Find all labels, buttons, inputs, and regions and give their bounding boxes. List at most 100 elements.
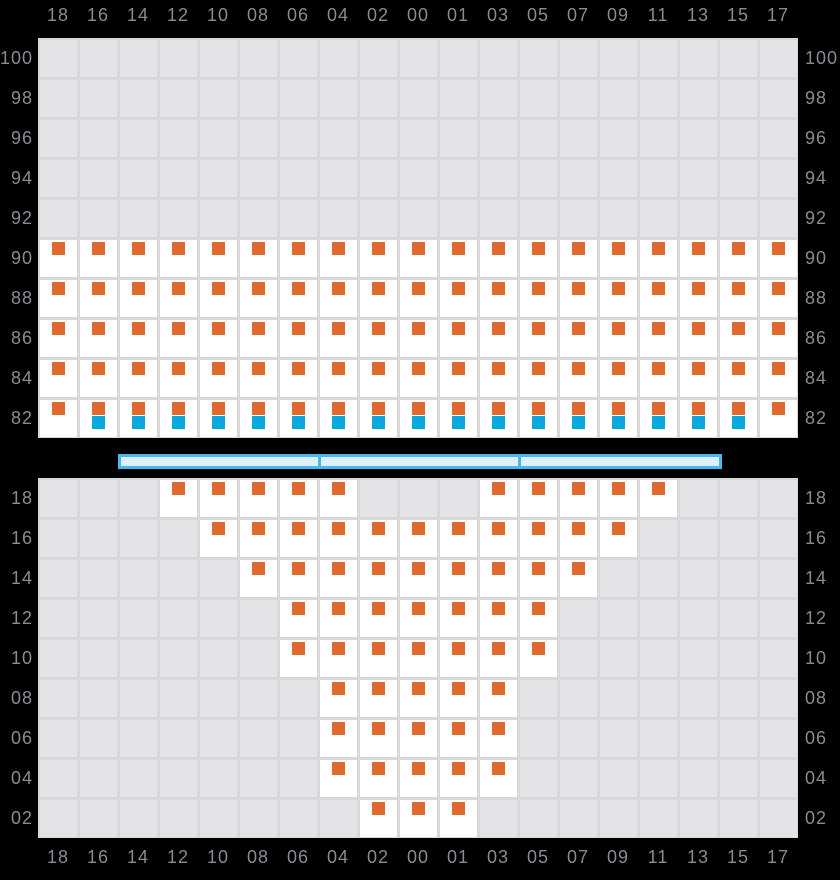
orange-marker — [292, 522, 305, 535]
orange-marker — [412, 682, 425, 695]
empty-cell — [80, 760, 117, 797]
empty-cell — [160, 40, 197, 77]
orange-marker — [652, 322, 665, 335]
bar-segment[interactable] — [521, 457, 719, 466]
orange-marker — [52, 242, 65, 255]
orange-marker — [652, 282, 665, 295]
empty-cell — [560, 680, 597, 717]
orange-marker — [332, 362, 345, 375]
upper-y-axis-left-label: 100 — [0, 48, 34, 68]
empty-cell — [680, 520, 717, 557]
orange-marker — [132, 242, 145, 255]
empty-cell — [280, 160, 317, 197]
orange-marker — [252, 282, 265, 295]
orange-marker — [292, 242, 305, 255]
orange-marker — [332, 402, 345, 415]
top-x-axis-label: 05 — [526, 5, 550, 25]
empty-cell — [200, 560, 237, 597]
empty-cell — [120, 600, 157, 637]
empty-cell — [640, 200, 677, 237]
orange-marker — [332, 642, 345, 655]
empty-cell — [440, 480, 477, 517]
orange-marker — [692, 322, 705, 335]
empty-cell — [680, 160, 717, 197]
empty-cell — [520, 680, 557, 717]
lower-y-axis-right-label: 12 — [805, 608, 828, 628]
orange-marker — [212, 482, 225, 495]
empty-cell — [160, 520, 197, 557]
empty-cell — [200, 120, 237, 157]
orange-marker — [612, 282, 625, 295]
orange-marker — [172, 482, 185, 495]
upper-y-axis-left-label: 90 — [10, 248, 33, 268]
orange-marker — [772, 282, 785, 295]
empty-cell — [40, 600, 77, 637]
empty-cell — [760, 480, 797, 517]
orange-marker — [412, 282, 425, 295]
empty-cell — [120, 760, 157, 797]
orange-marker — [252, 362, 265, 375]
upper-y-axis-left-label: 84 — [10, 368, 33, 388]
top-x-axis-label: 11 — [647, 5, 669, 25]
bar-segment-divider — [318, 457, 321, 466]
upper-y-axis-left-label: 98 — [10, 88, 33, 108]
empty-cell — [600, 720, 637, 757]
orange-marker — [292, 562, 305, 575]
lower-y-axis-right-label: 10 — [805, 648, 828, 668]
bar-segment[interactable] — [121, 457, 318, 466]
lower-y-axis-right-label: 08 — [805, 688, 828, 708]
empty-cell — [240, 80, 277, 117]
orange-marker — [412, 602, 425, 615]
empty-cell — [520, 200, 557, 237]
orange-marker — [412, 522, 425, 535]
orange-marker — [492, 762, 505, 775]
lower-y-axis-right-label: 06 — [805, 728, 828, 748]
empty-cell — [760, 800, 797, 837]
lower-y-axis-left-label: 08 — [10, 688, 33, 708]
empty-cell — [200, 640, 237, 677]
empty-cell — [360, 480, 397, 517]
empty-cell — [640, 520, 677, 557]
empty-cell — [600, 640, 637, 677]
orange-marker — [332, 242, 345, 255]
upper-y-axis-right-label: 90 — [805, 248, 828, 268]
empty-cell — [400, 480, 437, 517]
empty-cell — [560, 760, 597, 797]
range-divider-bar[interactable] — [118, 454, 722, 469]
empty-cell — [760, 560, 797, 597]
empty-cell — [680, 480, 717, 517]
empty-cell — [520, 40, 557, 77]
empty-cell — [760, 40, 797, 77]
orange-marker — [532, 402, 545, 415]
bar-segment[interactable] — [321, 457, 518, 466]
empty-cell — [80, 80, 117, 117]
bottom-x-axis-label: 14 — [126, 847, 150, 867]
orange-marker — [572, 562, 585, 575]
empty-cell — [400, 40, 437, 77]
empty-cell — [160, 640, 197, 677]
orange-marker — [132, 402, 145, 415]
empty-cell — [640, 640, 677, 677]
empty-cell — [680, 680, 717, 717]
orange-marker — [572, 522, 585, 535]
orange-marker — [212, 522, 225, 535]
empty-cell — [600, 760, 637, 797]
empty-cell — [40, 760, 77, 797]
empty-cell — [40, 200, 77, 237]
empty-cell — [240, 760, 277, 797]
empty-cell — [160, 760, 197, 797]
orange-marker — [692, 402, 705, 415]
orange-marker — [492, 602, 505, 615]
empty-cell — [80, 520, 117, 557]
orange-marker — [492, 402, 505, 415]
empty-cell — [760, 680, 797, 717]
bottom-x-axis-label: 11 — [647, 847, 669, 867]
empty-cell — [560, 800, 597, 837]
orange-marker — [412, 402, 425, 415]
orange-marker — [172, 322, 185, 335]
empty-cell — [240, 40, 277, 77]
empty-cell — [640, 160, 677, 197]
blue-marker — [572, 416, 585, 429]
empty-cell — [120, 200, 157, 237]
